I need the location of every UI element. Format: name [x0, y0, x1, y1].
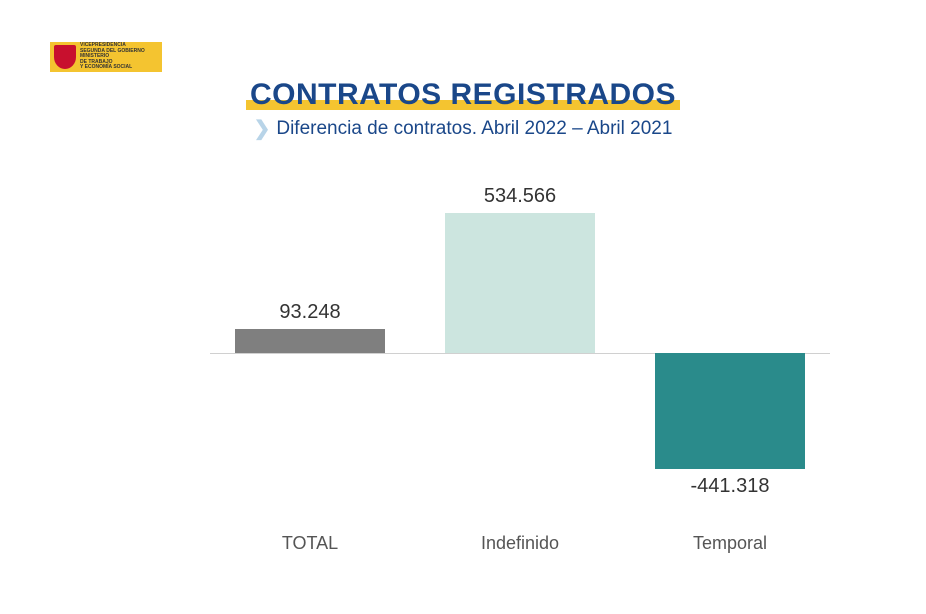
category-label: Indefinido — [445, 533, 595, 554]
bar-value-label: 534.566 — [445, 185, 595, 208]
bar-value-label: 93.248 — [235, 301, 385, 324]
bar-indefinido — [445, 213, 595, 353]
ministry-logo: VICEPRESIDENCIA SEGUNDA DEL GOBIERNO MIN… — [50, 42, 162, 72]
shield-icon — [54, 45, 76, 69]
page-title: CONTRATOS REGISTRADOS — [246, 78, 680, 112]
chevron-icon: ❯ — [254, 116, 271, 141]
bar-chart: 93.248 534.566 -441.318 TOTAL Indefinido… — [210, 175, 830, 535]
title-wrap: CONTRATOS REGISTRADOS — [246, 78, 680, 112]
subtitle: Diferencia de contratos. Abril 2022 – Ab… — [276, 118, 672, 140]
header: CONTRATOS REGISTRADOS ❯ Diferencia de co… — [0, 78, 926, 141]
category-label: TOTAL — [235, 533, 385, 554]
category-label: Temporal — [655, 533, 805, 554]
bar-temporal — [655, 353, 805, 469]
logo-text: VICEPRESIDENCIA SEGUNDA DEL GOBIERNO MIN… — [80, 43, 145, 71]
bar-value-label: -441.318 — [655, 475, 805, 498]
bar-total — [235, 329, 385, 353]
subtitle-row: ❯ Diferencia de contratos. Abril 2022 – … — [0, 116, 926, 141]
